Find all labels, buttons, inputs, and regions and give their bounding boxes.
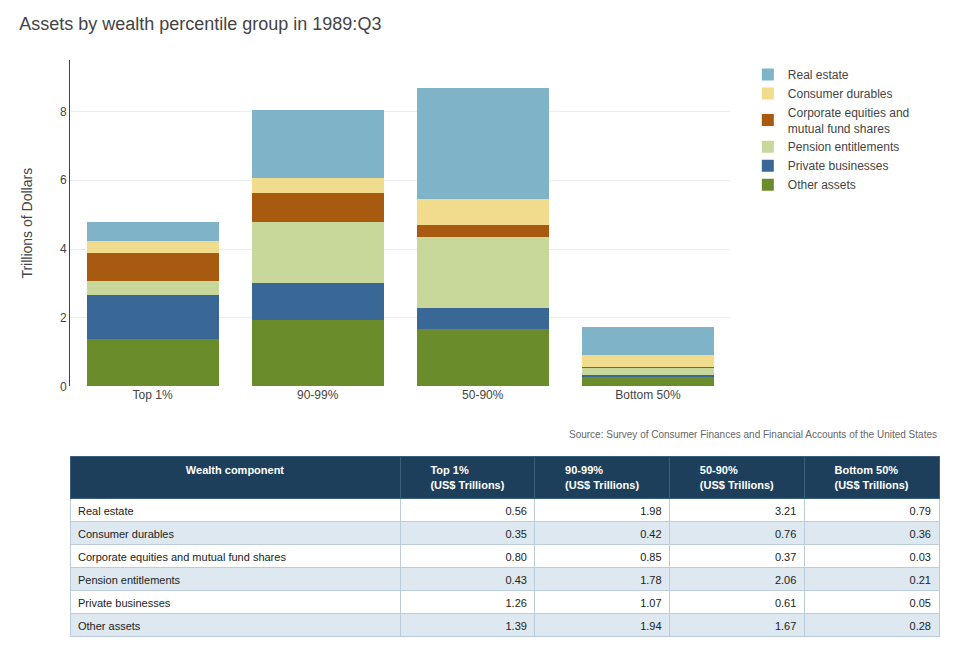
svg-text:0.76: 0.76 bbox=[775, 528, 796, 540]
svg-text:1.39: 1.39 bbox=[505, 620, 526, 632]
svg-text:Assets by wealth percentile gr: Assets by wealth percentile group in 198… bbox=[19, 14, 381, 34]
svg-text:0.56: 0.56 bbox=[505, 505, 526, 517]
svg-text:90-99%: 90-99% bbox=[297, 388, 339, 402]
svg-text:Bottom 50%: Bottom 50% bbox=[615, 388, 681, 402]
svg-text:0.35: 0.35 bbox=[505, 528, 526, 540]
svg-text:0.85: 0.85 bbox=[640, 551, 661, 563]
svg-text:Private businesses: Private businesses bbox=[788, 159, 889, 173]
svg-text:1.26: 1.26 bbox=[505, 597, 526, 609]
svg-text:Consumer durables: Consumer durables bbox=[78, 528, 174, 540]
svg-text:1.98: 1.98 bbox=[640, 505, 661, 517]
svg-text:8: 8 bbox=[60, 105, 67, 119]
svg-text:1.07: 1.07 bbox=[640, 597, 661, 609]
svg-text:Consumer durables: Consumer durables bbox=[788, 87, 893, 101]
svg-text:Bottom 50%(US$ Trillions): Bottom 50%(US$ Trillions) bbox=[835, 464, 909, 490]
svg-text:Source: Survey of Consumer Fin: Source: Survey of Consumer Finances and … bbox=[569, 429, 937, 440]
svg-text:6: 6 bbox=[60, 173, 67, 187]
svg-text:4: 4 bbox=[60, 242, 67, 256]
svg-text:1.78: 1.78 bbox=[640, 574, 661, 586]
svg-text:0.28: 0.28 bbox=[910, 620, 931, 632]
svg-text:0.43: 0.43 bbox=[505, 574, 526, 586]
svg-text:2: 2 bbox=[60, 311, 67, 325]
svg-text:Real estate: Real estate bbox=[788, 68, 849, 82]
svg-text:Private businesses: Private businesses bbox=[78, 597, 171, 609]
svg-text:0.37: 0.37 bbox=[775, 551, 796, 563]
svg-text:0.42: 0.42 bbox=[640, 528, 661, 540]
svg-text:1.94: 1.94 bbox=[640, 620, 661, 632]
svg-text:0.79: 0.79 bbox=[910, 505, 931, 517]
svg-text:50-90%(US$ Trillions): 50-90%(US$ Trillions) bbox=[700, 464, 774, 490]
svg-text:Wealth component: Wealth component bbox=[186, 464, 285, 476]
svg-text:Pension entitlements: Pension entitlements bbox=[788, 140, 899, 154]
svg-text:Top 1%: Top 1% bbox=[133, 388, 173, 402]
svg-text:Top 1%(US$ Trillions): Top 1%(US$ Trillions) bbox=[430, 464, 504, 490]
svg-text:Corporate equities and mutual: Corporate equities and mutual fund share… bbox=[78, 551, 286, 563]
svg-text:50-90%: 50-90% bbox=[462, 388, 504, 402]
svg-text:0.36: 0.36 bbox=[910, 528, 931, 540]
svg-text:Trillions of Dollars: Trillions of Dollars bbox=[19, 168, 35, 279]
svg-text:90-99%(US$ Trillions): 90-99%(US$ Trillions) bbox=[565, 464, 639, 490]
svg-text:1.67: 1.67 bbox=[775, 620, 796, 632]
svg-text:0: 0 bbox=[60, 380, 67, 394]
svg-text:0.05: 0.05 bbox=[910, 597, 931, 609]
svg-text:Corporate equities andmutual f: Corporate equities andmutual fund shares bbox=[788, 106, 909, 136]
svg-text:0.80: 0.80 bbox=[505, 551, 526, 563]
svg-text:Other assets: Other assets bbox=[78, 620, 141, 632]
svg-text:0.21: 0.21 bbox=[910, 574, 931, 586]
svg-text:2.06: 2.06 bbox=[775, 574, 796, 586]
svg-text:0.03: 0.03 bbox=[910, 551, 931, 563]
svg-text:Pension entitlements: Pension entitlements bbox=[78, 574, 181, 586]
svg-text:Real estate: Real estate bbox=[78, 505, 134, 517]
svg-text:0.61: 0.61 bbox=[775, 597, 796, 609]
svg-text:3.21: 3.21 bbox=[775, 505, 796, 517]
svg-text:Other assets: Other assets bbox=[788, 178, 856, 192]
